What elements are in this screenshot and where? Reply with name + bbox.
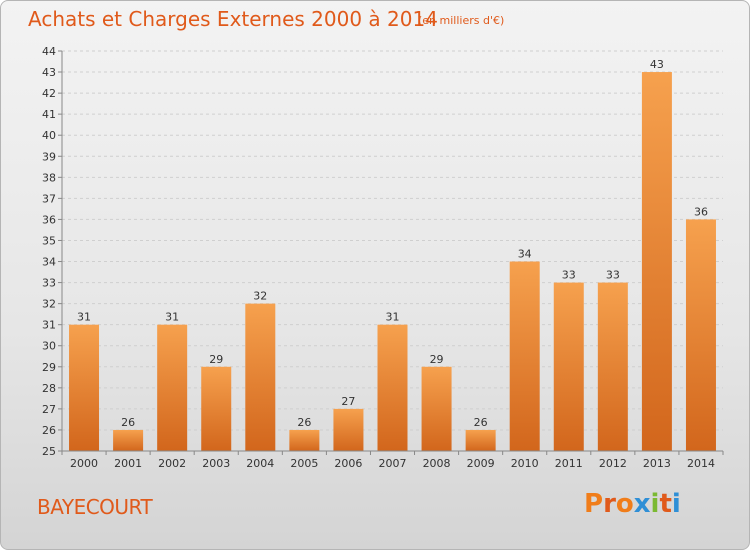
logo-letter: t <box>659 489 672 519</box>
x-tick-label: 2008 <box>423 457 451 470</box>
bar-2006 <box>333 408 364 451</box>
data-label: 26 <box>474 416 488 429</box>
logo-letter: i <box>671 489 681 519</box>
data-label: 31 <box>77 311 91 324</box>
y-tick-label: 32 <box>42 298 56 311</box>
y-tick-label: 34 <box>42 256 56 269</box>
x-tick-label: 2013 <box>643 457 671 470</box>
x-tick-label: 2005 <box>290 457 318 470</box>
y-tick-label: 44 <box>42 45 56 58</box>
data-label: 31 <box>165 311 179 324</box>
commune-name: BAYECOURT <box>37 495 153 519</box>
bar-2012 <box>597 282 628 451</box>
x-tick-label: 2012 <box>599 457 627 470</box>
x-tick-label: 2006 <box>334 457 362 470</box>
bar-2001 <box>113 429 144 451</box>
bar-2005 <box>289 429 320 451</box>
bar-2009 <box>465 429 496 451</box>
data-label: 31 <box>386 311 400 324</box>
y-tick-label: 38 <box>42 171 56 184</box>
logo-letter: x <box>633 489 651 519</box>
y-tick-label: 41 <box>42 108 56 121</box>
y-tick-label: 25 <box>42 445 56 458</box>
x-tick-label: 2000 <box>70 457 98 470</box>
x-tick-label: 2007 <box>379 457 407 470</box>
data-label: 29 <box>430 353 444 366</box>
y-tick-label: 27 <box>42 403 56 416</box>
y-tick-label: 40 <box>42 129 56 142</box>
y-tick-label: 37 <box>42 192 56 205</box>
y-tick-label: 26 <box>42 424 56 437</box>
bar-2014 <box>685 219 716 451</box>
y-tick-label: 42 <box>42 87 56 100</box>
x-axis-ticks: 2000 2001 2002 2003 2004 2005 2006 2007 2008 2009… <box>61 451 724 470</box>
x-tick-label: 2011 <box>555 457 583 470</box>
x-tick-label: 2009 <box>467 457 495 470</box>
y-tick-label: 36 <box>42 213 56 226</box>
bar-2010 <box>509 261 540 451</box>
chart-subtitle: (en milliers d'€) <box>418 14 505 27</box>
bar-2007 <box>377 324 408 451</box>
bar-2011 <box>553 282 584 451</box>
x-tick-label: 2004 <box>246 457 274 470</box>
logo-letter: i <box>650 489 660 519</box>
data-labels: 31 26 31 29 32 26 27 31 29 26 34 33 33 43 36 <box>77 58 708 429</box>
data-label: 26 <box>297 416 311 429</box>
proxiti-logo: Proxiti <box>584 489 681 519</box>
bar-2013 <box>641 72 672 451</box>
bar-2002 <box>157 324 188 451</box>
data-label: 32 <box>253 290 267 303</box>
x-tick-label: 2014 <box>687 457 715 470</box>
chart-title: Achats et Charges Externes 2000 à 2014 <box>28 7 438 31</box>
y-tick-label: 33 <box>42 277 56 290</box>
bar-2003 <box>201 366 232 451</box>
x-tick-label: 2010 <box>511 457 539 470</box>
x-tick-label: 2003 <box>202 457 230 470</box>
bar-2004 <box>245 303 276 451</box>
y-tick-label: 35 <box>42 234 56 247</box>
data-label: 33 <box>562 269 576 282</box>
data-label: 34 <box>518 248 532 261</box>
x-tick-label: 2001 <box>114 457 142 470</box>
y-tick-label: 30 <box>42 340 56 353</box>
bar-2008 <box>421 366 452 451</box>
y-tick-label: 43 <box>42 66 56 79</box>
data-label: 29 <box>209 353 223 366</box>
logo-letter: o <box>615 489 634 519</box>
data-label: 36 <box>694 205 708 218</box>
axes <box>61 51 723 452</box>
y-tick-label: 28 <box>42 382 56 395</box>
bar-2000 <box>69 324 100 451</box>
y-tick-label: 31 <box>42 319 56 332</box>
data-label: 27 <box>341 395 355 408</box>
logo-letter: r <box>603 489 616 519</box>
data-label: 43 <box>650 58 664 71</box>
x-tick-label: 2002 <box>158 457 186 470</box>
logo-letter: P <box>584 489 604 519</box>
y-axis-ticks: 25 26 27 28 29 30 31 32 33 34 35 36 37 38 39 40 41 42 43 44 <box>42 45 62 458</box>
y-tick-label: 39 <box>42 150 56 163</box>
data-label: 33 <box>606 269 620 282</box>
bar-series <box>69 72 716 451</box>
data-label: 26 <box>121 416 135 429</box>
y-tick-label: 29 <box>42 361 56 374</box>
